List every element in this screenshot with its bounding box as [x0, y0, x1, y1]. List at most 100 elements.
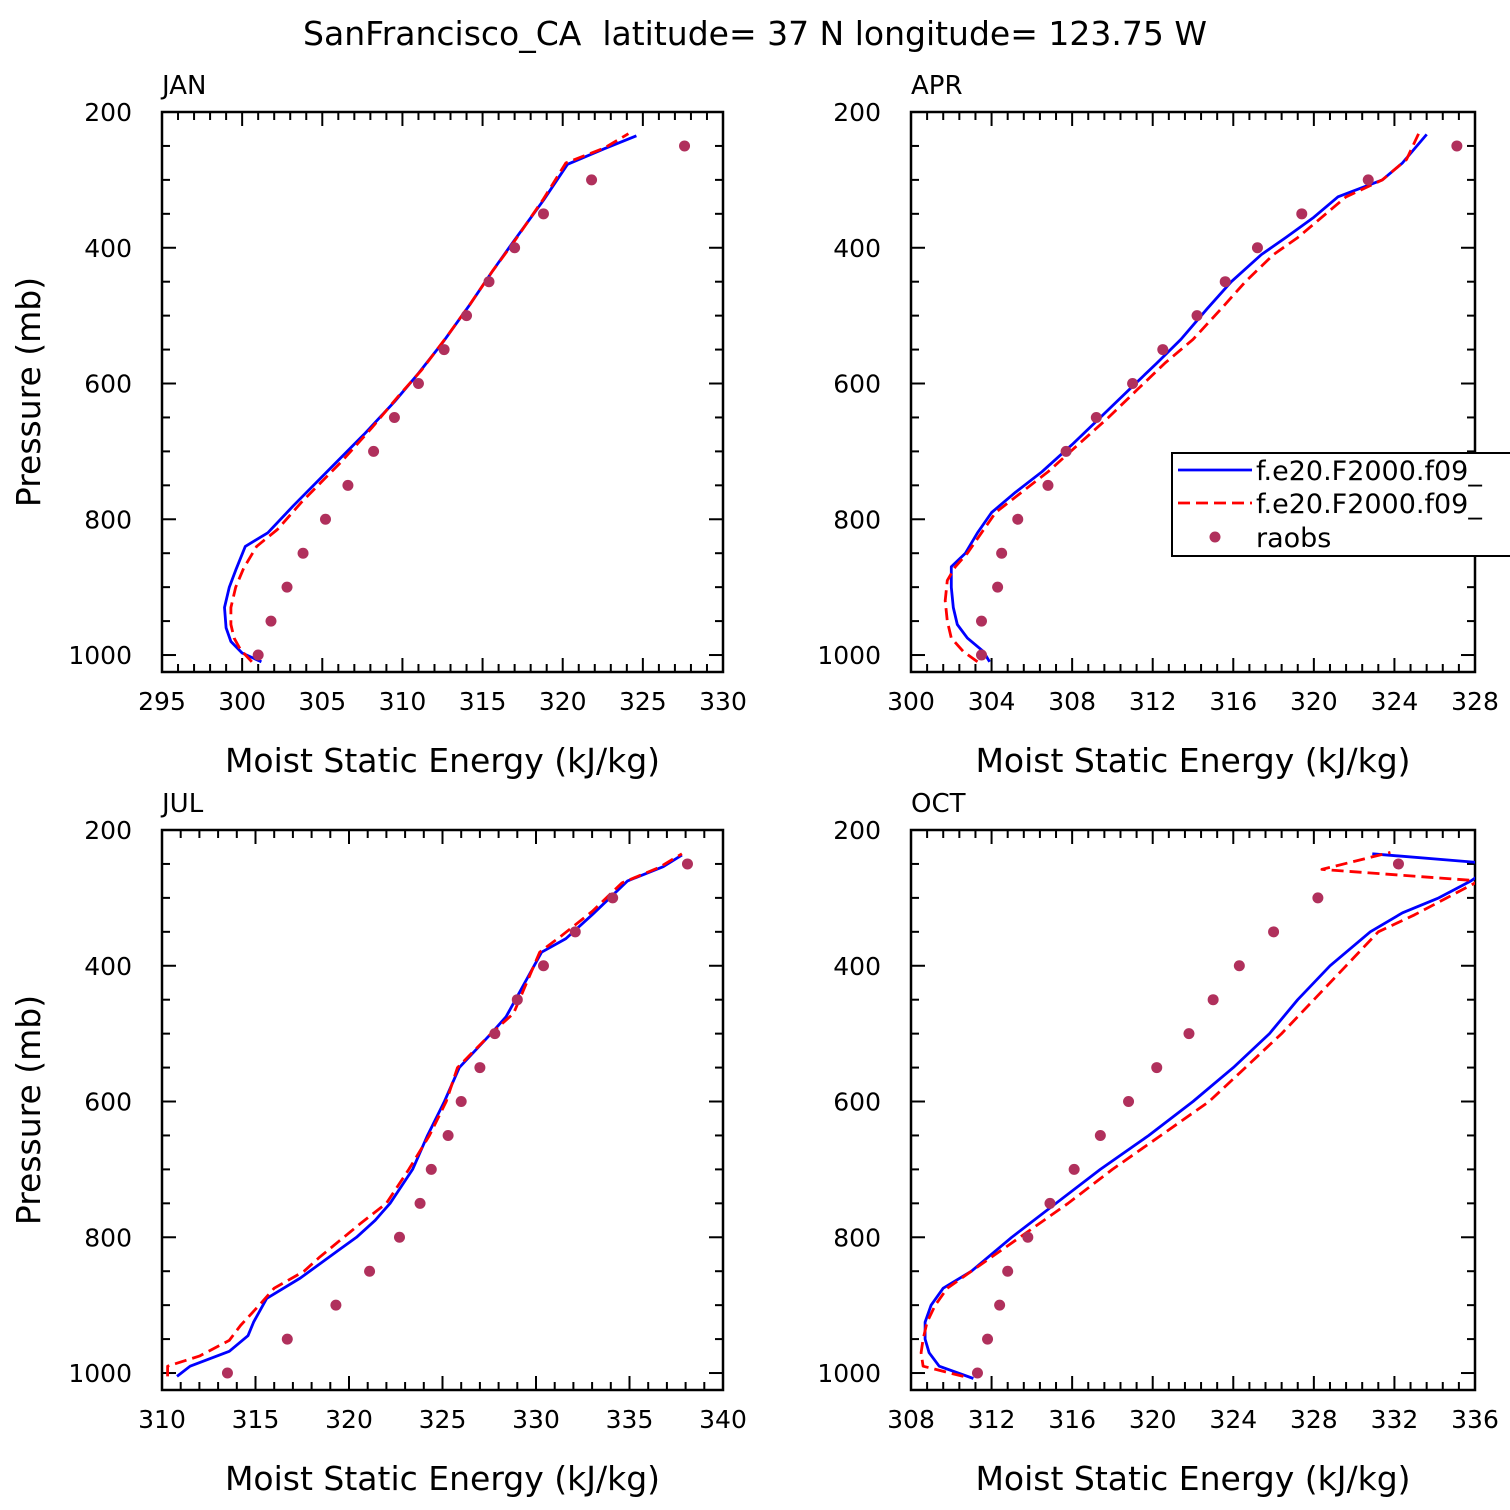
y-tick-label: 400	[833, 234, 881, 263]
y-tick-label: 600	[833, 370, 881, 399]
x-tick-label: 312	[968, 1405, 1016, 1434]
raobs-point	[342, 479, 354, 491]
x-axis-label: Moist Static Energy (kJ/kg)	[225, 1459, 660, 1498]
x-tick-label: 335	[606, 1405, 654, 1434]
raobs-point	[368, 445, 380, 457]
x-tick-label: 316	[1048, 1405, 1096, 1434]
raobs-point	[319, 513, 331, 525]
x-tick-label: 324	[1209, 1405, 1257, 1434]
y-axis-label: Pressure (mb)	[9, 277, 48, 507]
raobs-point	[1312, 892, 1324, 904]
raobs-point	[1233, 960, 1245, 972]
x-tick-label: 328	[1290, 1405, 1338, 1434]
raobs-point	[461, 310, 473, 322]
y-axis-label: Pressure (mb)	[9, 995, 48, 1225]
raobs-point	[252, 649, 264, 661]
raobs-point	[281, 1333, 293, 1345]
raobs-point	[330, 1299, 342, 1311]
x-tick-label: 330	[512, 1405, 560, 1434]
x-tick-label: 325	[619, 687, 667, 716]
y-tick-label: 800	[833, 505, 881, 534]
x-tick-label: 295	[138, 687, 186, 716]
y-tick-label: 200	[84, 816, 132, 845]
legend: f.e20.F2000.f09_f.e20.F2000.f09_raobs	[1171, 452, 1510, 557]
legend-label: raobs	[1256, 523, 1331, 554]
series-line-solid	[176, 853, 683, 1378]
raobs-point	[996, 547, 1008, 559]
raobs-point	[414, 1197, 426, 1209]
raobs-point	[455, 1096, 467, 1108]
raobs-point	[1042, 479, 1054, 491]
x-tick-label: 332	[1371, 1405, 1419, 1434]
x-tick-label: 325	[419, 1405, 467, 1434]
raobs-point	[1127, 378, 1139, 390]
y-tick-label: 200	[84, 98, 132, 127]
raobs-point	[1191, 310, 1203, 322]
raobs-point	[281, 581, 293, 593]
raobs-point	[364, 1265, 376, 1277]
x-tick-label: 316	[1209, 687, 1257, 716]
raobs-point	[537, 208, 549, 220]
raobs-point	[537, 960, 549, 972]
series-line-dashed	[229, 132, 630, 663]
y-tick-label: 200	[833, 98, 881, 127]
raobs-point	[1090, 411, 1102, 423]
raobs-point	[1022, 1231, 1034, 1243]
y-tick-label: 1000	[68, 641, 132, 670]
raobs-point	[569, 926, 581, 938]
panel-label: JAN	[160, 71, 206, 101]
panel-label: JUL	[160, 789, 204, 819]
series-group	[919, 851, 1475, 1380]
raobs-point	[442, 1129, 454, 1141]
raobs-point	[1012, 513, 1024, 525]
legend-marker-dot	[1209, 531, 1221, 543]
legend-label: f.e20.F2000.f09_	[1256, 456, 1482, 487]
raobs-point	[976, 615, 987, 627]
series-line-dashed	[166, 852, 683, 1377]
raobs-point	[221, 1367, 233, 1379]
panel-oct: OCT 308 312 316 320 324 328 332 336 200 400 600 800 1…	[817, 789, 1498, 1498]
y-tick-label: 800	[84, 505, 132, 534]
panel-jul: JUL 310 315 320 325 330 335 340 200 400 600 800 1000…	[9, 789, 747, 1498]
raobs-point	[1392, 858, 1404, 870]
x-axis-label: Moist Static Energy (kJ/kg)	[975, 741, 1410, 780]
raobs-point	[1060, 445, 1072, 457]
raobs-point	[425, 1163, 437, 1175]
raobs-point	[1002, 1265, 1014, 1277]
y-tick-label: 1000	[817, 641, 881, 670]
x-tick-label: 324	[1371, 687, 1419, 716]
raobs-point	[483, 276, 495, 288]
x-tick-label: 320	[1129, 1405, 1177, 1434]
y-tick-label: 800	[833, 1223, 881, 1252]
x-tick-label: 330	[699, 687, 747, 716]
x-tick-label: 310	[138, 1405, 186, 1434]
raobs-point	[1094, 1129, 1106, 1141]
y-tick-label: 600	[84, 1088, 132, 1117]
raobs-point	[1362, 174, 1374, 186]
y-tick-label: 400	[833, 952, 881, 981]
raobs-point	[1251, 242, 1263, 254]
panel-label: OCT	[911, 789, 966, 819]
y-tick-label: 800	[84, 1223, 132, 1252]
plot-frame	[909, 110, 1477, 674]
raobs-point	[1157, 344, 1169, 356]
x-tick-label: 308	[1048, 687, 1096, 716]
x-axis-label: Moist Static Energy (kJ/kg)	[225, 741, 660, 780]
raobs-point	[1044, 1197, 1056, 1209]
raobs-point	[1183, 1028, 1195, 1040]
raobs-point	[681, 858, 693, 870]
raobs-point	[1151, 1062, 1163, 1074]
series-group	[166, 852, 683, 1378]
raobs-point	[511, 994, 523, 1006]
raobs-point	[1068, 1163, 1080, 1175]
x-tick-label: 305	[298, 687, 346, 716]
x-tick-label: 320	[325, 1405, 373, 1434]
x-tick-label: 308	[887, 1405, 935, 1434]
series-group	[223, 132, 637, 664]
x-tick-label: 300	[218, 687, 266, 716]
plot-frame	[160, 110, 725, 674]
y-tick-label: 600	[833, 1088, 881, 1117]
raobs-point	[971, 1367, 983, 1379]
raobs-point	[265, 615, 277, 627]
